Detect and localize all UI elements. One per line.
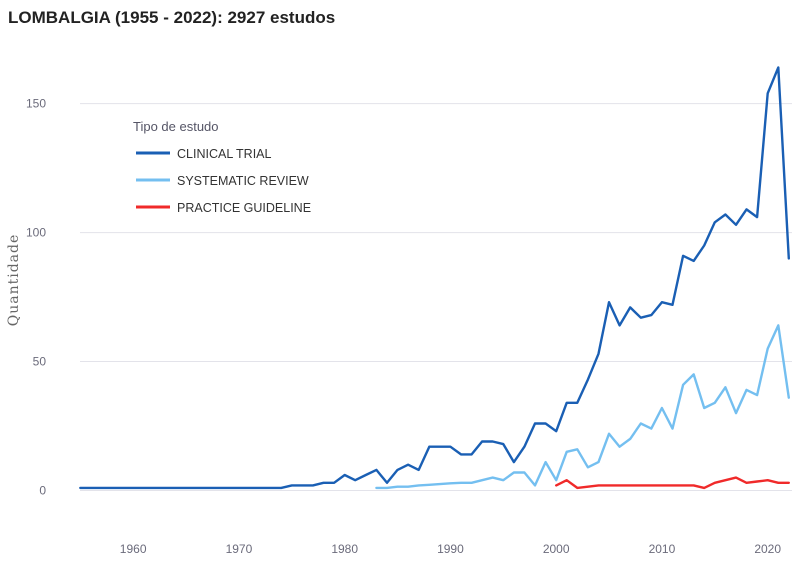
series-layer [79, 66, 790, 490]
x-tick-label: 1990 [437, 542, 464, 556]
y-tick-label: 0 [39, 484, 46, 498]
series-line-3 [555, 476, 790, 490]
y-tick-label: 100 [26, 226, 46, 240]
legend-label: PRACTICE GUIDELINE [177, 201, 311, 215]
x-tick-label: 2010 [649, 542, 676, 556]
y-tick-label: 150 [26, 97, 46, 111]
x-tick-label: 1960 [120, 542, 147, 556]
series-line-2 [375, 324, 790, 490]
legend: Tipo de estudo CLINICAL TRIAL SYSTEMATIC … [133, 119, 311, 215]
x-tick-label: 1980 [331, 542, 358, 556]
y-axis-label: Quantidade [6, 234, 22, 327]
legend-label: SYSTEMATIC REVIEW [177, 174, 309, 188]
grid-layer [80, 103, 792, 492]
chart-title: LOMBALGIA (1955 - 2022): 2927 estudos [8, 8, 336, 27]
x-tick-label: 2000 [543, 542, 570, 556]
x-tick-label: 1970 [226, 542, 253, 556]
legend-label: CLINICAL TRIAL [177, 147, 272, 161]
y-tick-label: 50 [33, 355, 47, 369]
legend-title: Tipo de estudo [133, 119, 219, 134]
series-line-1 [79, 66, 790, 490]
x-tick-label: 2020 [754, 542, 781, 556]
tick-layer: 0 50 100 150 1960 1970 1980 1990 2000 2010 2020 [26, 97, 781, 556]
